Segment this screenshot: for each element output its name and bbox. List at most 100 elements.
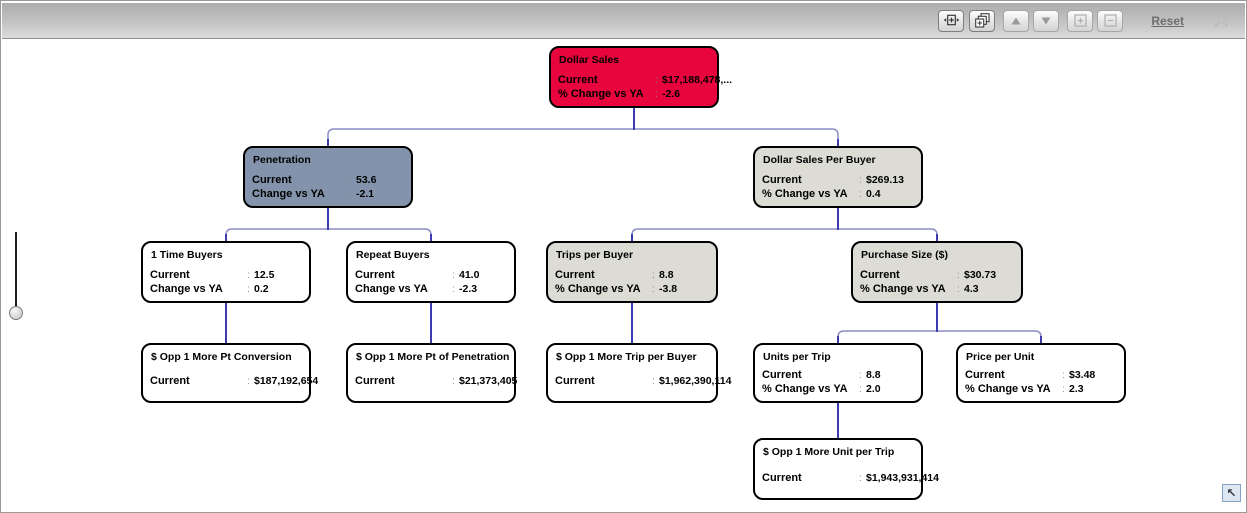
metric-value: $17,188,478,... <box>662 74 733 86</box>
node-title: $ Opp 1 More Unit per Trip <box>763 446 895 458</box>
metric-row: % Change vs YA:2.3 <box>958 383 1124 397</box>
fit-width-button[interactable] <box>938 9 965 32</box>
metric-row: Current: $1,943,931,414 <box>755 471 939 486</box>
metric-value: 2.0 <box>866 382 881 395</box>
metric-label: % Change vs YA <box>762 382 848 395</box>
metric-row: Change vs YA:0.2 <box>143 283 309 297</box>
value-separator: : <box>957 283 960 295</box>
value-separator: : <box>655 75 658 86</box>
metric-label: Current <box>762 174 802 186</box>
zoom-slider-handle[interactable] <box>9 306 23 320</box>
tree-node-penetration[interactable]: Penetration Current:53.6 Change vs YA: -2… <box>243 146 413 208</box>
metric-row: % Change vs YA: -3.8 <box>548 283 716 297</box>
cascade-levels-icon <box>974 13 990 28</box>
value-separator: : <box>652 283 655 295</box>
metric-label: Current <box>762 471 802 484</box>
metric-row: % Change vs YA:4.3 <box>853 283 1021 297</box>
metric-label: % Change vs YA <box>965 382 1051 395</box>
metric-value: 41.0 <box>459 269 480 281</box>
metric-value: 2.3 <box>1069 382 1084 395</box>
tree-node-dollar-sales-per-buyer[interactable]: Dollar Sales Per Buyer Current: $269.13 %… <box>753 146 923 208</box>
node-title: Dollar Sales Per Buyer <box>763 154 876 166</box>
value-separator: : <box>349 175 352 186</box>
metric-value: $3.48 <box>1069 369 1096 381</box>
metric-row: Current: $269.13 <box>755 174 921 188</box>
value-separator: : <box>247 375 250 387</box>
metric-label: Current <box>555 374 595 387</box>
metric-label: % Change vs YA <box>558 87 644 100</box>
expand-button[interactable] <box>1067 9 1094 32</box>
node-title: 1 Time Buyers <box>151 249 223 261</box>
move-up-button[interactable] <box>1003 9 1030 32</box>
tree-node-trips-per-buyer[interactable]: Trips per Buyer Current:8.8 % Change vs … <box>546 241 718 303</box>
metric-label: Current <box>555 269 595 281</box>
metric-row: Current: $187,192,654 <box>143 375 318 389</box>
tree-node-opp-trip-per-buyer[interactable]: $ Opp 1 More Trip per Buyer Current: $1,9… <box>546 343 731 403</box>
metric-value: 53.6 <box>356 174 377 186</box>
tree-node-repeat-buyers[interactable]: Repeat Buyers Current:41.0 Change vs YA:… <box>346 241 516 303</box>
metric-label: Current <box>965 369 1005 381</box>
cascade-levels-button[interactable] <box>969 9 996 32</box>
metric-label: Current <box>355 269 395 281</box>
metric-row: Current: $21,373,405 <box>348 374 518 389</box>
metric-row: Current:41.0 <box>348 269 514 283</box>
tree-node-units-per-trip[interactable]: Units per Trip Current:8.8 % Change vs Y… <box>753 343 923 403</box>
node-title: Dollar Sales <box>559 54 620 66</box>
fit-width-icon <box>943 14 960 26</box>
metric-label: Change vs YA <box>252 187 325 200</box>
metric-label: % Change vs YA <box>860 282 946 295</box>
value-separator: : <box>1062 383 1065 395</box>
metric-label: % Change vs YA <box>555 282 641 295</box>
value-separator: : <box>247 283 250 295</box>
metric-value: $269.13 <box>866 174 904 186</box>
metric-value: 12.5 <box>254 269 275 281</box>
metric-row: Change vs YA: -2.3 <box>348 283 514 297</box>
four-arrows-icon[interactable] <box>1214 13 1229 28</box>
metric-row: Current:12.5 <box>143 269 309 283</box>
zoom-slider-track[interactable] <box>15 232 17 320</box>
value-separator: : <box>655 88 658 100</box>
metric-label: Current <box>150 269 190 281</box>
value-separator: : <box>247 270 250 281</box>
node-title: $ Opp 1 More Pt of Penetration <box>356 351 510 363</box>
metric-label: Current <box>860 269 900 281</box>
tree-node-price-per-unit[interactable]: Price per Unit Current: $3.48 % Change vs… <box>956 343 1126 403</box>
node-title: Price per Unit <box>966 351 1035 363</box>
value-separator: : <box>452 283 455 295</box>
value-separator: : <box>652 270 655 281</box>
tree-node-opp-unit-per-trip[interactable]: $ Opp 1 More Unit per Trip Current: $1,94… <box>753 438 939 500</box>
collapse-button[interactable] <box>1097 9 1124 32</box>
metric-value: 0.4 <box>866 187 881 200</box>
tree-node-purchase-size[interactable]: Purchase Size ($) Current: $30.73 % Chang… <box>851 241 1023 303</box>
move-down-button[interactable] <box>1033 9 1060 32</box>
metric-row: Current: $17,188,478,... <box>551 74 732 88</box>
tree-node-one-time-buyers[interactable]: 1 Time Buyers Current:12.5 Change vs YA:… <box>141 241 311 303</box>
reset-link[interactable]: Reset <box>1151 13 1184 28</box>
tree-node-dollar-sales[interactable]: Dollar Sales Current: $17,188,478,... % C… <box>549 46 732 108</box>
metric-row: Current:53.6 <box>245 174 411 188</box>
value-separator: : <box>859 370 862 381</box>
metric-value: 8.8 <box>866 369 881 381</box>
metric-value: $21,373,405 <box>459 374 518 387</box>
pan-home-button[interactable]: ↖ <box>1222 484 1241 502</box>
metric-value: 0.2 <box>254 282 269 295</box>
toolbar: Reset <box>2 3 1245 39</box>
arrow-up-icon <box>1011 17 1021 24</box>
metric-row: Current: $1,962,390,114 <box>548 374 731 389</box>
value-separator: : <box>859 188 862 200</box>
metric-label: Current <box>252 174 292 186</box>
metric-value: 8.8 <box>659 269 674 281</box>
tree-node-opp-pt-conversion[interactable]: $ Opp 1 More Pt Conversion Current: $187,… <box>141 343 318 403</box>
tree-node-opp-pt-of-penetration[interactable]: $ Opp 1 More Pt of Penetration Current: $… <box>346 343 518 403</box>
metric-value: -2.3 <box>459 282 478 295</box>
arrow-down-icon <box>1041 17 1051 24</box>
node-title: Purchase Size ($) <box>861 249 948 261</box>
metric-label: Current <box>762 369 802 381</box>
plus-box-icon <box>1074 14 1087 27</box>
metric-value: -3.8 <box>659 282 678 295</box>
node-title: Repeat Buyers <box>356 249 430 261</box>
metric-value: $30.73 <box>964 269 997 281</box>
